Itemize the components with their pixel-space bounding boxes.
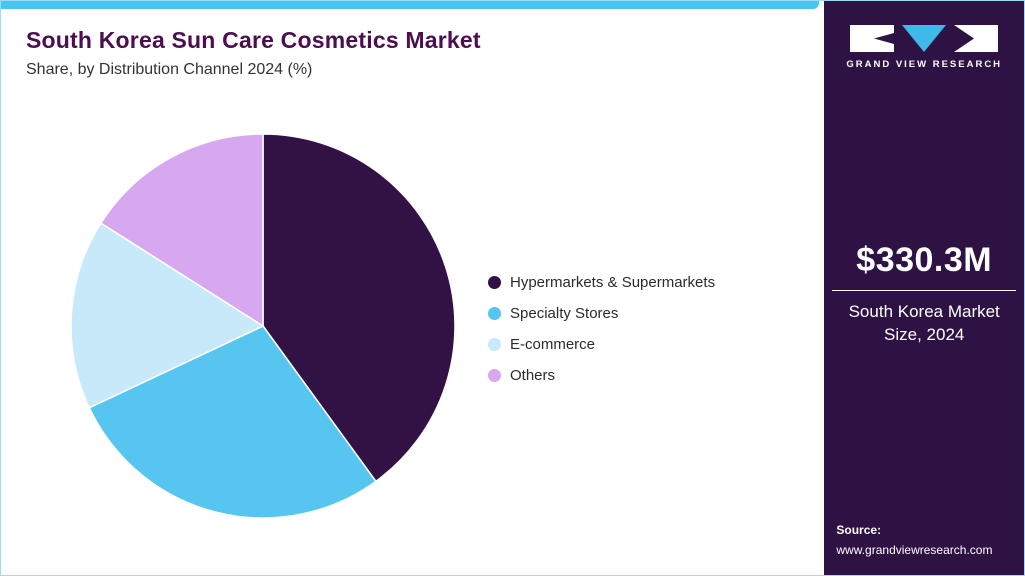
legend-swatch-icon [488, 307, 501, 320]
legend-swatch-icon [488, 369, 501, 382]
pie-slice-3 [70, 222, 265, 409]
sidebar: GRAND VIEW RESEARCH $330.3M South Korea … [824, 1, 1024, 575]
market-size-label: South Korea Market Size, 2024 [848, 302, 1000, 344]
brand-logo-icon [850, 25, 999, 52]
legend-item: Specialty Stores [488, 298, 715, 329]
page-subtitle: Share, by Distribution Channel 2024 (%) [26, 61, 313, 78]
page-title: South Korea Sun Care Cosmetics Market [26, 27, 481, 53]
legend-item: Hypermarkets & Supermarkets [488, 267, 715, 298]
pie-slice-1 [262, 133, 456, 483]
chart-panel: South Korea Sun Care Cosmetics Market Sh… [1, 1, 825, 575]
legend-item: Others [488, 360, 715, 391]
legend-swatch-icon [488, 338, 501, 351]
chart-legend: Hypermarkets & Supermarkets Specialty Sto… [488, 267, 715, 391]
legend-swatch-icon [488, 276, 501, 289]
legend-label: Others [510, 367, 556, 384]
market-size-value: $330.3M [856, 241, 993, 279]
pie-slice-4 [99, 133, 264, 328]
legend-item: E-commerce [488, 329, 715, 360]
divider-line [832, 290, 1017, 291]
market-size-block: $330.3M South Korea Market Size, 2024 [824, 241, 1024, 347]
legend-label: Hypermarkets & Supermarkets [510, 274, 716, 291]
brand-logo: GRAND VIEW RESEARCH [824, 25, 1024, 70]
pie-chart [69, 132, 457, 520]
pie-slice-2 [88, 325, 377, 519]
source-label: Source: [836, 523, 882, 537]
legend-label: Specialty Stores [510, 305, 619, 322]
source-block: Source: www.grandviewresearch.com [836, 523, 992, 559]
brand-name: GRAND VIEW RESEARCH [846, 59, 1003, 70]
legend-label: E-commerce [510, 336, 596, 353]
top-accent-bar [1, 1, 819, 9]
pie-chart-svg [70, 133, 456, 519]
source-url[interactable]: www.grandviewresearch.com [836, 543, 993, 557]
